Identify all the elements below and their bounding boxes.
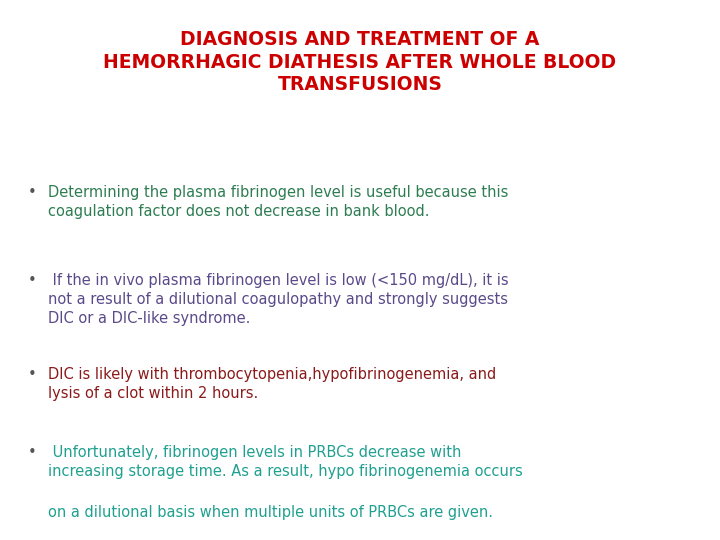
Text: •: • [28,367,37,382]
Text: If the in vivo plasma fibrinogen level is low (<150 mg/dL), it is
not a result o: If the in vivo plasma fibrinogen level i… [48,273,508,326]
Text: Determining the plasma fibrinogen level is useful because this
coagulation facto: Determining the plasma fibrinogen level … [48,185,508,219]
Text: DIC is likely with thrombocytopenia,hypofibrinogenemia, and
lysis of a clot with: DIC is likely with thrombocytopenia,hypo… [48,367,496,401]
Text: •: • [28,273,37,288]
Text: •: • [28,185,37,200]
Text: on a dilutional basis when multiple units of PRBCs are given.: on a dilutional basis when multiple unit… [48,505,493,520]
Text: •: • [28,445,37,460]
Text: Unfortunately, fibrinogen levels in PRBCs decrease with
increasing storage time.: Unfortunately, fibrinogen levels in PRBC… [48,445,523,479]
Text: DIAGNOSIS AND TREATMENT OF A
HEMORRHAGIC DIATHESIS AFTER WHOLE BLOOD
TRANSFUSION: DIAGNOSIS AND TREATMENT OF A HEMORRHAGIC… [104,30,616,94]
